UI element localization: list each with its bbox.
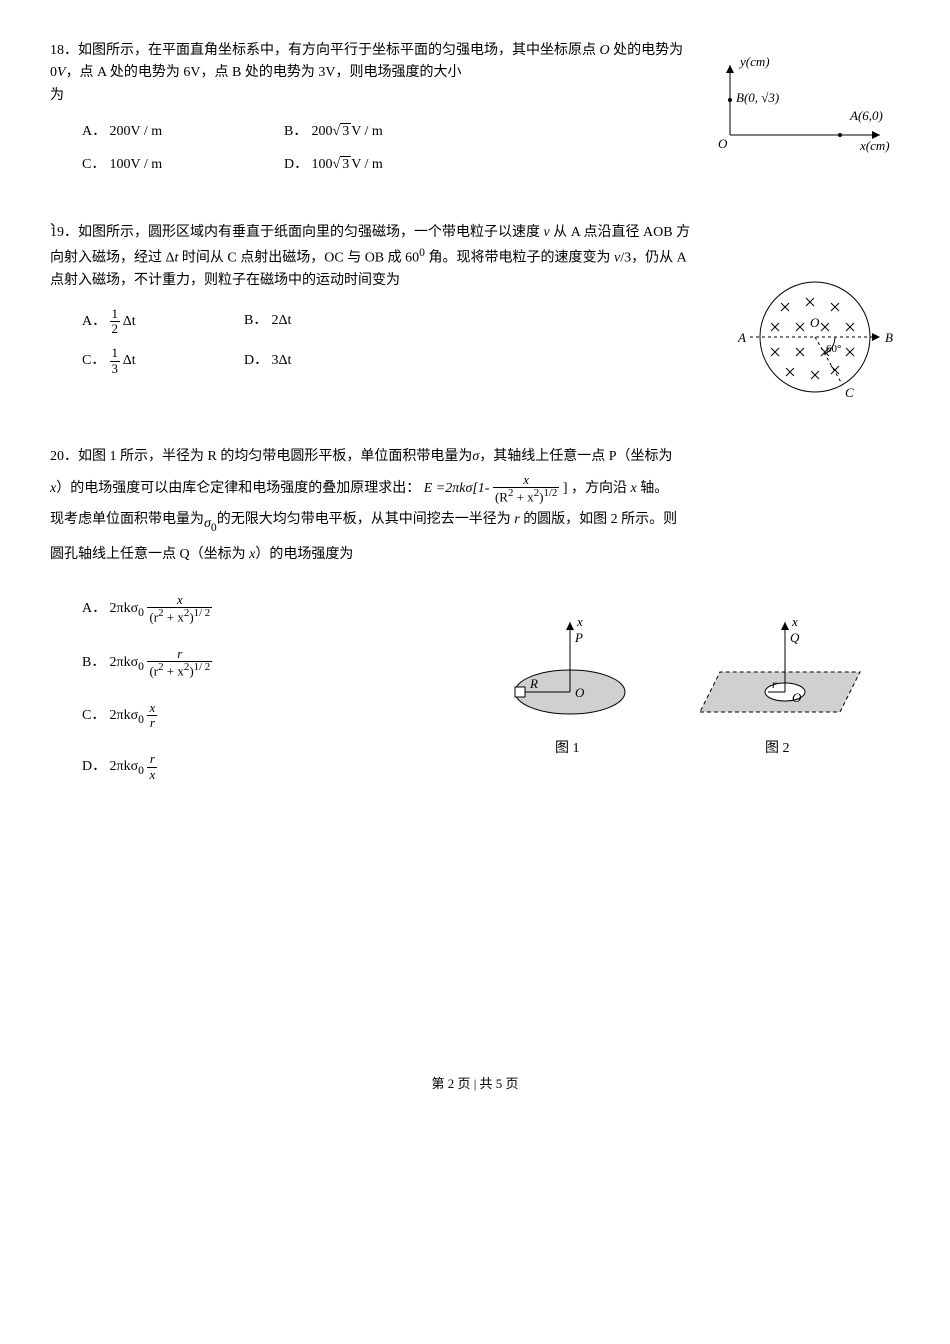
q18-options: A． 200V / m B． 200√3V / m C． 100V / m D．…	[80, 115, 405, 182]
svg-text:C: C	[845, 385, 854, 400]
q19-options: A． 12 Δt B． 2Δt C． 13 Δt D． 3Δt	[80, 301, 313, 382]
q20-number: 20．	[50, 449, 78, 464]
svg-text:图 2: 图 2	[765, 741, 790, 756]
svg-text:Q: Q	[790, 630, 800, 645]
svg-text:图 1: 图 1	[555, 741, 580, 756]
svg-text:x: x	[791, 614, 798, 629]
q20-options: A． 2πkσ0 x (r2 + x2)1/ 2 B． 2πkσ0 r (r2 …	[80, 581, 214, 794]
svg-text:x: x	[576, 614, 583, 629]
svg-text:P: P	[574, 630, 583, 645]
question-18: 18．如图所示，在平面直角坐标系中，有方向平行于坐标平面的匀强电场，其中坐标原点…	[50, 40, 900, 182]
q20-stem: 20．如图 1 所示，半径为 R 的均匀带电圆形平板，单位面积带电量为σ，其轴线…	[50, 442, 900, 571]
q20-figure: P R O x 图 1 Q r O x 图 2	[490, 612, 870, 790]
q18-figure: y(cm) B(0, √3) A(6,0) x(cm) O	[700, 60, 900, 168]
q19-figure: 60° A B O C	[730, 272, 900, 410]
svg-text:B(0, √3): B(0, √3)	[736, 90, 779, 105]
question-20: 20．如图 1 所示，半径为 R 的均匀带电圆形平板，单位面积带电量为σ，其轴线…	[50, 442, 900, 794]
svg-text:A: A	[737, 330, 746, 345]
question-19: 19．如图所示，圆形区域内有垂直于纸面向里的匀强磁场，一个带电粒子以速度 v 从…	[50, 222, 900, 382]
svg-text:B: B	[885, 330, 893, 345]
svg-text:x(cm): x(cm)	[859, 138, 890, 153]
page-footer: 第 2 页 | 共 5 页	[50, 1074, 900, 1095]
svg-text:y(cm): y(cm)	[738, 54, 770, 69]
svg-text:R: R	[529, 676, 538, 691]
svg-text:O: O	[575, 685, 585, 700]
svg-text:O: O	[792, 690, 802, 705]
q19-number: 19．	[50, 225, 78, 240]
svg-text:O: O	[810, 315, 820, 330]
svg-text:O: O	[718, 136, 728, 151]
q18-number: 18．	[50, 43, 78, 58]
svg-text:A(6,0): A(6,0)	[849, 108, 883, 123]
svg-text:r: r	[772, 677, 777, 691]
